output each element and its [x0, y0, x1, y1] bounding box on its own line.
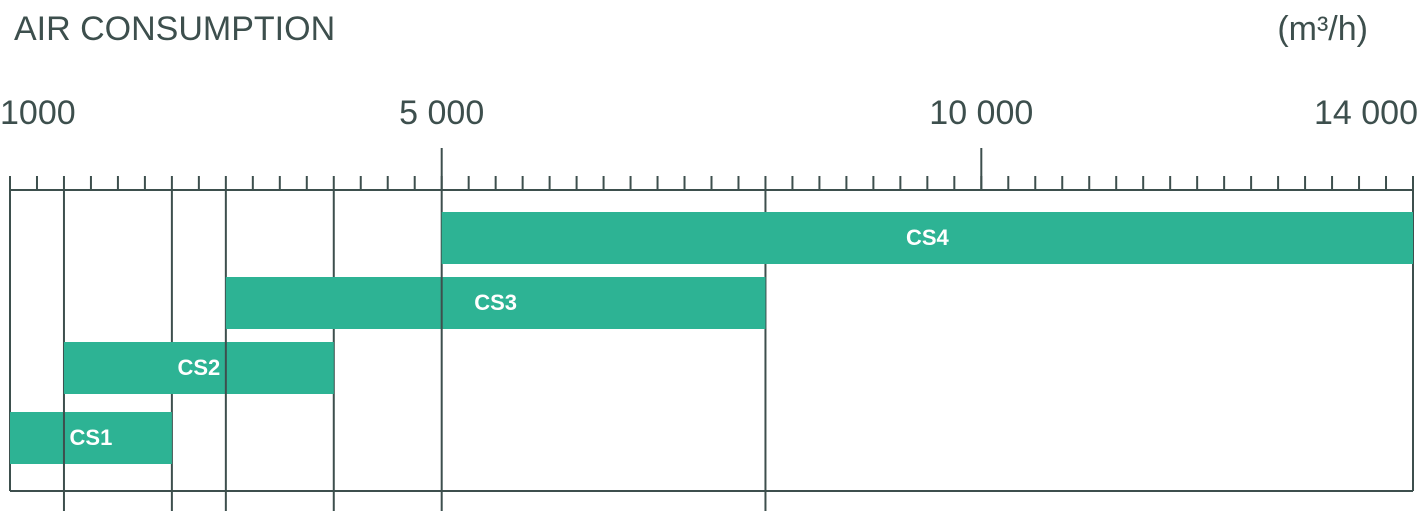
unit-label: (m³/h)	[1277, 10, 1368, 48]
chart-title: AIR CONSUMPTION	[14, 10, 335, 48]
bar	[10, 412, 172, 464]
x-tick-label: 1000	[0, 94, 76, 132]
x-tick-label: 5 000	[399, 94, 484, 132]
x-tick-label: 10 000	[929, 94, 1033, 132]
bar-label: CS4	[906, 225, 950, 250]
bar	[441, 212, 1413, 264]
bar	[63, 342, 334, 394]
bar	[225, 277, 766, 329]
x-tick-label: 14 000	[1314, 94, 1418, 132]
bar-label: CS3	[474, 290, 517, 315]
bar-label: CS1	[70, 425, 113, 450]
bar-label: CS2	[177, 355, 220, 380]
